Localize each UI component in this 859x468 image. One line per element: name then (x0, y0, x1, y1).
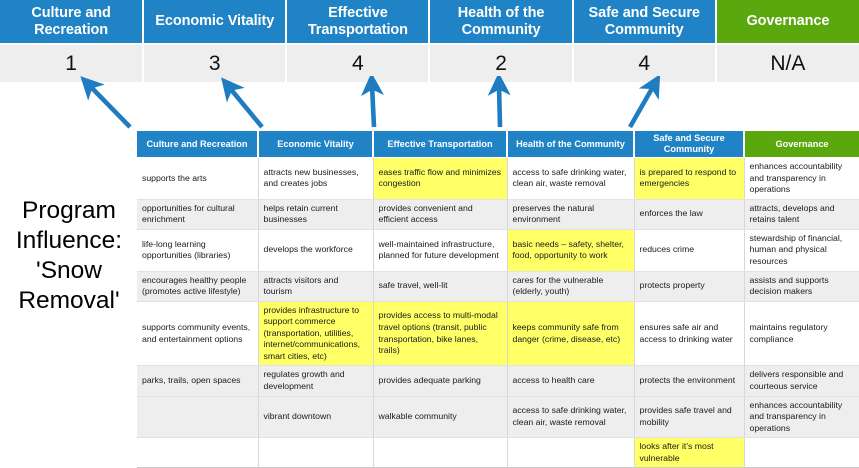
arrow-culture-and-recreation (80, 76, 132, 129)
matrix-cell: safe travel, well-lit (373, 271, 508, 302)
matrix-cell: walkable community (373, 396, 508, 439)
matrix-cell: provides adequate parking (373, 365, 508, 397)
matrix-cell: access to safe drinking water, clean air… (507, 396, 635, 439)
matrix-cell: provides safe travel and mobility (634, 396, 745, 439)
table-row: looks after it's most vulnerable (137, 437, 859, 468)
outcomes-matrix-container: Culture and Recreation Economic Vitality… (137, 131, 859, 468)
matrix-cell: maintains regulatory compliance (744, 301, 859, 367)
matrix-cell: attracts new businesses, and creates job… (258, 157, 374, 200)
matrix-cell (137, 396, 259, 439)
score-health-of-the-community: 2 (429, 44, 574, 82)
matrix-cell (507, 437, 635, 468)
matrix-cell: protects the environment (634, 365, 745, 397)
top-header-health-of-the-community: Health of the Community (429, 0, 574, 45)
top-table-header-row: Culture and Recreation Economic Vitality… (0, 0, 859, 45)
top-header-culture-and-recreation: Culture and Recreation (0, 0, 145, 45)
matrix-header-economic-vitality: Economic Vitality (258, 131, 374, 158)
top-header-governance: Governance (715, 0, 859, 45)
table-row: opportunities for cultural enrichment hel… (137, 199, 859, 230)
matrix-header-health-of-the-community: Health of the Community (507, 131, 635, 158)
matrix-cell: ensures safe air and access to drinking … (634, 301, 745, 367)
matrix-cell (258, 437, 374, 468)
matrix-cell: eases traffic flow and minimizes congest… (373, 157, 508, 200)
outcomes-matrix-table: Culture and Recreation Economic Vitality… (137, 131, 859, 468)
matrix-cell: vibrant downtown (258, 396, 374, 439)
matrix-cell: opportunities for cultural enrichment (137, 199, 259, 230)
matrix-header-safe-and-secure-community: Safe and Secure Community (634, 131, 745, 158)
arrow-economic-vitality (221, 77, 264, 129)
score-governance: N/A (715, 44, 859, 82)
table-row: vibrant downtown walkable community access… (137, 396, 859, 439)
matrix-cell (373, 437, 508, 468)
matrix-header-row: Culture and Recreation Economic Vitality… (137, 131, 859, 158)
matrix-cell: delivers responsible and courteous servi… (744, 365, 859, 397)
strategic-priorities-summary-table: Culture and Recreation Economic Vitality… (0, 0, 859, 82)
matrix-cell: encourages healthy people (promotes acti… (137, 271, 259, 302)
matrix-cell: reduces crime (634, 229, 745, 272)
matrix-cell: cares for the vulnerable (elderly, youth… (507, 271, 635, 302)
arrow-health-of-the-community (487, 76, 511, 128)
matrix-cell: preserves the natural environment (507, 199, 635, 230)
program-influence-line-2: Influence: (15, 226, 123, 254)
matrix-cell: looks after it's most vulnerable (634, 437, 745, 468)
matrix-cell: supports community events, and entertain… (137, 301, 259, 367)
program-influence-line-4: Removal' (18, 286, 120, 314)
matrix-cell: is prepared to respond to emergencies (634, 157, 745, 200)
matrix-cell: provides infrastructure to support comme… (258, 301, 374, 367)
program-influence-line-1: Program (22, 197, 116, 224)
matrix-cell: well-maintained infrastructure, planned … (373, 229, 508, 272)
matrix-cell: protects property (634, 271, 745, 302)
matrix-cell (744, 437, 859, 468)
matrix-cell: life-long learning opportunities (librar… (137, 229, 259, 272)
matrix-cell: supports the arts (137, 157, 259, 200)
matrix-cell: stewardship of financial, human and phys… (744, 229, 859, 272)
matrix-cell: develops the workforce (258, 229, 374, 272)
matrix-cell: parks, trails, open spaces (137, 365, 259, 397)
program-influence-line-3: 'Snow (36, 256, 102, 284)
arrow-layer (80, 76, 661, 129)
matrix-cell: access to health care (507, 365, 635, 397)
arrow-effective-transportation (361, 76, 384, 128)
matrix-cell: attracts visitors and tourism (258, 271, 374, 302)
top-header-effective-transportation: Effective Transportation (286, 0, 431, 45)
matrix-header-governance: Governance (744, 131, 859, 158)
matrix-cell: provides access to multi-modal travel op… (373, 301, 508, 367)
score-economic-vitality: 3 (143, 44, 288, 82)
program-influence-label: Program Influence: 'Snow Removal' (4, 196, 134, 316)
matrix-cell: enforces the law (634, 199, 745, 230)
top-header-safe-and-secure-community: Safe and Secure Community (572, 0, 717, 45)
table-row: parks, trails, open spaces regulates grow… (137, 365, 859, 397)
matrix-cell: assists and supports decision makers (744, 271, 859, 302)
matrix-cell: keeps community safe from danger (crime,… (507, 301, 635, 367)
table-row: supports the arts attracts new businesses… (137, 157, 859, 200)
top-table-score-row: 1 3 4 2 4 N/A (0, 44, 859, 82)
matrix-cell (137, 437, 259, 468)
matrix-cell: basic needs – safety, shelter, food, opp… (507, 229, 635, 272)
table-row: encourages healthy people (promotes acti… (137, 271, 859, 302)
score-culture-and-recreation: 1 (0, 44, 145, 82)
matrix-cell: helps retain current businesses (258, 199, 374, 230)
top-header-economic-vitality: Economic Vitality (143, 0, 288, 45)
table-row: life-long learning opportunities (librar… (137, 229, 859, 272)
matrix-cell: access to safe drinking water, clean air… (507, 157, 635, 200)
table-row: supports community events, and entertain… (137, 301, 859, 367)
matrix-header-culture-and-recreation: Culture and Recreation (137, 131, 259, 158)
matrix-cell: enhances accountability and transparency… (744, 157, 859, 200)
score-safe-and-secure-community: 4 (572, 44, 717, 82)
arrow-safe-and-secure-community (628, 76, 661, 129)
matrix-body: supports the arts attracts new businesses… (137, 157, 859, 468)
matrix-cell: attracts, develops and retains talent (744, 199, 859, 230)
matrix-cell: provides convenient and efficient access (373, 199, 508, 230)
score-effective-transportation: 4 (286, 44, 431, 82)
matrix-cell: enhances accountability and transparency… (744, 396, 859, 439)
matrix-header-effective-transportation: Effective Transportation (373, 131, 508, 158)
matrix-cell: regulates growth and development (258, 365, 374, 397)
